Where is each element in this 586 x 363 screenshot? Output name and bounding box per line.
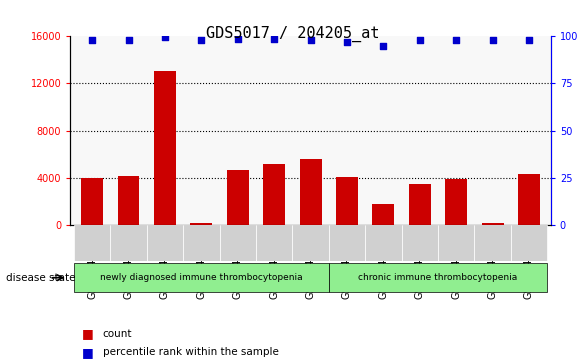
FancyBboxPatch shape (475, 225, 511, 261)
Point (161, 34, 170, 40)
FancyBboxPatch shape (401, 225, 438, 261)
FancyBboxPatch shape (292, 225, 329, 261)
Bar (299, 159, 322, 225)
Text: chronic immune thrombocytopenia: chronic immune thrombocytopenia (359, 273, 517, 282)
Bar (263, 164, 285, 225)
FancyBboxPatch shape (438, 225, 475, 261)
Text: ■: ■ (82, 327, 94, 340)
Point (488, 37, 498, 43)
Point (524, 37, 534, 43)
FancyBboxPatch shape (74, 225, 110, 261)
FancyBboxPatch shape (74, 263, 329, 293)
Point (197, 37, 206, 43)
Text: percentile rank within the sample: percentile rank within the sample (103, 347, 278, 357)
Bar (445, 179, 467, 225)
Point (415, 37, 424, 43)
Text: GDS5017 / 204205_at: GDS5017 / 204205_at (206, 25, 380, 42)
Bar (409, 184, 431, 225)
Bar (336, 177, 358, 225)
Point (87, 37, 97, 43)
FancyBboxPatch shape (365, 225, 401, 261)
FancyBboxPatch shape (329, 263, 547, 293)
Point (233, 36, 243, 42)
Text: disease state: disease state (6, 273, 76, 283)
Point (379, 43, 388, 49)
FancyBboxPatch shape (511, 225, 547, 261)
FancyBboxPatch shape (220, 225, 256, 261)
Point (306, 37, 315, 43)
Bar (482, 223, 503, 225)
Point (124, 37, 133, 43)
Text: count: count (103, 329, 132, 339)
Bar (190, 223, 212, 225)
Text: ■: ■ (82, 346, 94, 359)
FancyBboxPatch shape (146, 225, 183, 261)
Point (342, 39, 352, 45)
Text: newly diagnosed immune thrombocytopenia: newly diagnosed immune thrombocytopenia (100, 273, 303, 282)
Bar (227, 170, 248, 225)
Bar (154, 70, 176, 225)
FancyBboxPatch shape (256, 225, 292, 261)
Bar (373, 204, 394, 225)
FancyBboxPatch shape (110, 225, 146, 261)
Bar (118, 176, 139, 225)
Point (451, 37, 461, 43)
Bar (518, 174, 540, 225)
FancyBboxPatch shape (329, 225, 365, 261)
Point (270, 36, 279, 42)
FancyBboxPatch shape (183, 225, 220, 261)
Bar (81, 178, 103, 225)
